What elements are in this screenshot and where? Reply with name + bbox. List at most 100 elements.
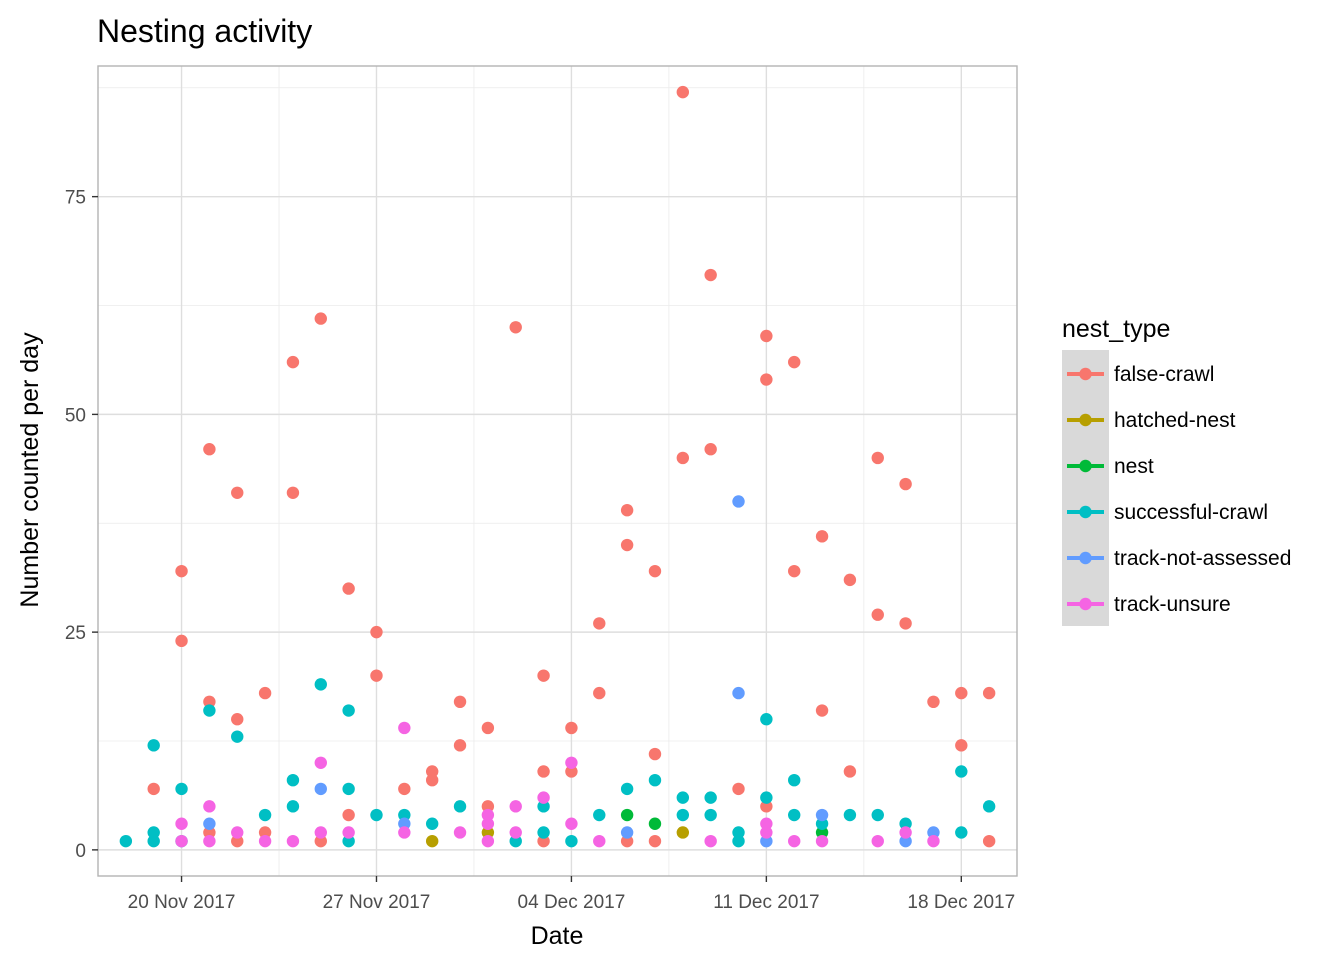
- data-point: [788, 564, 801, 578]
- data-point: [370, 808, 383, 822]
- x-tick-label: 18 Dec 2017: [907, 892, 1015, 913]
- data-point: [342, 834, 355, 848]
- data-point: [648, 747, 662, 761]
- data-point: [342, 582, 355, 595]
- data-point: [398, 817, 411, 830]
- data-point: [788, 834, 801, 848]
- plot-border: [97, 65, 1018, 877]
- data-point: [620, 826, 634, 839]
- data-point: [537, 800, 550, 813]
- data-point: [620, 503, 634, 517]
- data-point: [927, 826, 940, 839]
- data-point: [314, 826, 327, 839]
- data-point: [370, 625, 383, 639]
- legend-label: nest: [1114, 455, 1154, 478]
- data-point: [398, 808, 411, 822]
- series-track-unsure: [175, 721, 940, 848]
- data-point: [593, 808, 606, 822]
- legend-title: nest_type: [1062, 315, 1170, 343]
- data-point: [203, 800, 216, 813]
- series-nest: [620, 808, 829, 839]
- data-point: [760, 817, 773, 830]
- data-point: [871, 451, 884, 465]
- data-point: [286, 773, 300, 787]
- data-point: [955, 826, 968, 839]
- data-point: [314, 834, 327, 848]
- x-tick-label: 20 Nov 2017: [128, 892, 236, 913]
- data-point: [342, 782, 355, 796]
- data-point: [955, 739, 968, 752]
- data-point: [593, 686, 606, 700]
- data-point: [286, 486, 300, 499]
- data-point: [648, 834, 662, 848]
- data-point: [648, 817, 662, 830]
- data-point: [704, 268, 717, 282]
- data-point: [704, 443, 717, 456]
- data-point: [815, 704, 829, 717]
- legend: nest_type false-crawl hatched-nest nest suc…: [1062, 315, 1291, 626]
- chart-title: Nesting activity: [97, 13, 312, 49]
- data-point: [732, 834, 745, 848]
- data-point: [425, 765, 439, 778]
- data-point: [593, 617, 606, 630]
- legend-label: hatched-nest: [1114, 409, 1236, 432]
- data-point: [342, 826, 355, 839]
- data-point: [732, 495, 745, 508]
- data-point: [481, 826, 495, 839]
- data-point: [815, 530, 829, 543]
- data-point: [620, 808, 634, 822]
- legend-item-track-unsure: track-unsure: [1067, 593, 1231, 616]
- data-point: [231, 713, 244, 726]
- data-point: [175, 634, 188, 648]
- data-point: [871, 608, 884, 621]
- data-point: [453, 695, 467, 709]
- data-point: [175, 834, 188, 848]
- data-point: [565, 765, 578, 778]
- data-point: [676, 826, 690, 839]
- data-point: [648, 773, 662, 787]
- data-point: [982, 800, 996, 813]
- data-point: [815, 834, 829, 848]
- legend-item-false-crawl: false-crawl: [1067, 363, 1214, 386]
- data-point: [314, 756, 327, 769]
- y-tick-label: 75: [65, 188, 86, 209]
- data-point: [704, 834, 717, 848]
- y-tick-label: 50: [65, 405, 86, 426]
- data-point: [899, 826, 912, 839]
- data-point: [676, 85, 690, 99]
- data-point: [481, 721, 495, 735]
- legend-key-point: [1079, 413, 1092, 427]
- data-point: [119, 834, 133, 848]
- data-point: [481, 817, 495, 830]
- data-point: [899, 834, 912, 848]
- data-point: [314, 782, 327, 796]
- x-tick-label: 04 Dec 2017: [518, 892, 626, 913]
- data-point: [147, 739, 160, 752]
- data-point: [453, 739, 467, 752]
- data-point: [286, 834, 300, 848]
- legend-key-background: [1062, 350, 1109, 626]
- data-point: [648, 564, 662, 578]
- data-point: [620, 834, 634, 848]
- data-point: [537, 834, 550, 848]
- legend-item-track-not-assessed: track-not-assessed: [1067, 547, 1291, 570]
- data-point: [203, 443, 216, 456]
- legend-key-point: [1079, 551, 1092, 565]
- data-point: [537, 669, 550, 682]
- y-tick-label: 25: [65, 623, 86, 644]
- data-point: [258, 686, 272, 700]
- data-point: [286, 800, 300, 813]
- data-point: [676, 791, 690, 804]
- data-point: [732, 826, 745, 839]
- legend-key-point: [1079, 505, 1092, 519]
- data-point: [955, 765, 968, 778]
- data-point: [676, 451, 690, 465]
- data-point: [370, 669, 383, 682]
- data-point: [286, 355, 300, 369]
- data-point: [398, 782, 411, 796]
- data-point: [899, 477, 912, 491]
- data-point: [760, 834, 773, 848]
- data-point: [788, 355, 801, 369]
- data-point: [425, 817, 439, 830]
